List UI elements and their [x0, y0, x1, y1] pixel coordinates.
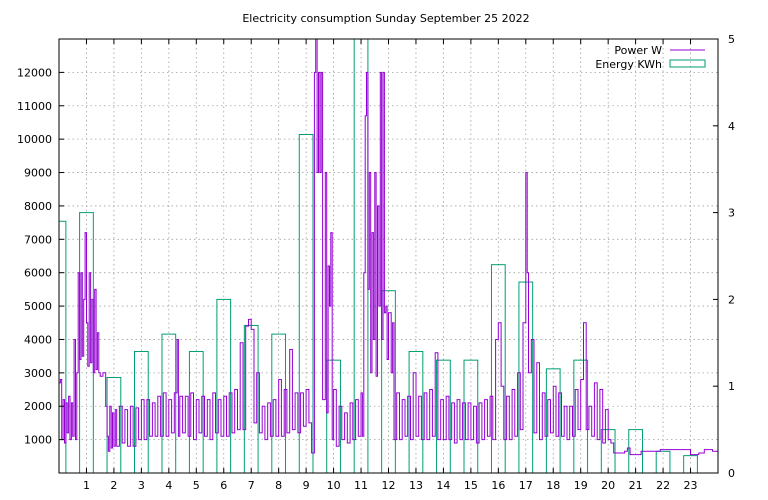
y2-tick-label-2: 2 — [728, 293, 735, 306]
x-tick-label-7: 7 — [248, 479, 255, 492]
y-tick-label-12000: 12000 — [17, 66, 52, 79]
y2-tick-label-5: 5 — [728, 33, 735, 46]
x-tick-label-15: 15 — [464, 479, 478, 492]
x-tick-label-8: 8 — [275, 479, 282, 492]
x-tick-label-16: 16 — [491, 479, 505, 492]
x-tick-label-21: 21 — [629, 479, 643, 492]
x-tick-label-22: 22 — [656, 479, 670, 492]
legend: Power W Energy KWh — [595, 44, 706, 71]
y-tick-label-8000: 8000 — [24, 200, 52, 213]
chart-title: Electricity consumption Sunday September… — [242, 12, 529, 25]
y-tick-label-1000: 1000 — [24, 434, 52, 447]
y-tick-label-5000: 5000 — [24, 300, 52, 313]
y-tick-label-7000: 7000 — [24, 233, 52, 246]
y-tick-label-6000: 6000 — [24, 267, 52, 280]
legend-power-label: Power W — [614, 44, 662, 57]
x-tick-label-14: 14 — [436, 479, 450, 492]
y2-tick-label-1: 1 — [728, 380, 735, 393]
legend-energy-swatch — [669, 59, 706, 68]
x-tick-label-20: 20 — [601, 479, 615, 492]
x-tick-label-19: 19 — [574, 479, 588, 492]
x-tick-label-13: 13 — [409, 479, 423, 492]
y-tick-label-10000: 10000 — [17, 133, 52, 146]
x-tick-label-11: 11 — [354, 479, 368, 492]
x-tick-label-4: 4 — [165, 479, 172, 492]
y-tick-label-2000: 2000 — [24, 400, 52, 413]
y-tick-label-4000: 4000 — [24, 333, 52, 346]
x-tick-label-17: 17 — [519, 479, 533, 492]
y2-tick-label-3: 3 — [728, 207, 735, 220]
y-tick-label-11000: 11000 — [17, 100, 52, 113]
x-tick-label-5: 5 — [193, 479, 200, 492]
x-tick-label-1: 1 — [83, 479, 90, 492]
plot-frame — [58, 38, 719, 474]
x-tick-label-3: 3 — [138, 479, 145, 492]
legend-energy-label: Energy KWh — [595, 58, 662, 71]
x-tick-label-6: 6 — [220, 479, 227, 492]
x-tick-label-10: 10 — [327, 479, 341, 492]
x-tick-label-23: 23 — [684, 479, 698, 492]
y2-tick-label-0: 0 — [728, 467, 735, 480]
x-tick-label-9: 9 — [303, 479, 310, 492]
y-tick-label-9000: 9000 — [24, 167, 52, 180]
power-line — [59, 38, 718, 456]
y-tick-label-3000: 3000 — [24, 367, 52, 380]
x-tick-label-18: 18 — [546, 479, 560, 492]
axes: 1 2 3 4 5 6 7 8 9 10 11 12 13 14 15 16 17 18 19 20 21 22 23100… — [17, 33, 735, 492]
x-tick-label-12: 12 — [382, 479, 396, 492]
x-tick-label-2: 2 — [110, 479, 117, 492]
power-series — [59, 38, 718, 456]
y2-tick-label-4: 4 — [728, 120, 735, 133]
